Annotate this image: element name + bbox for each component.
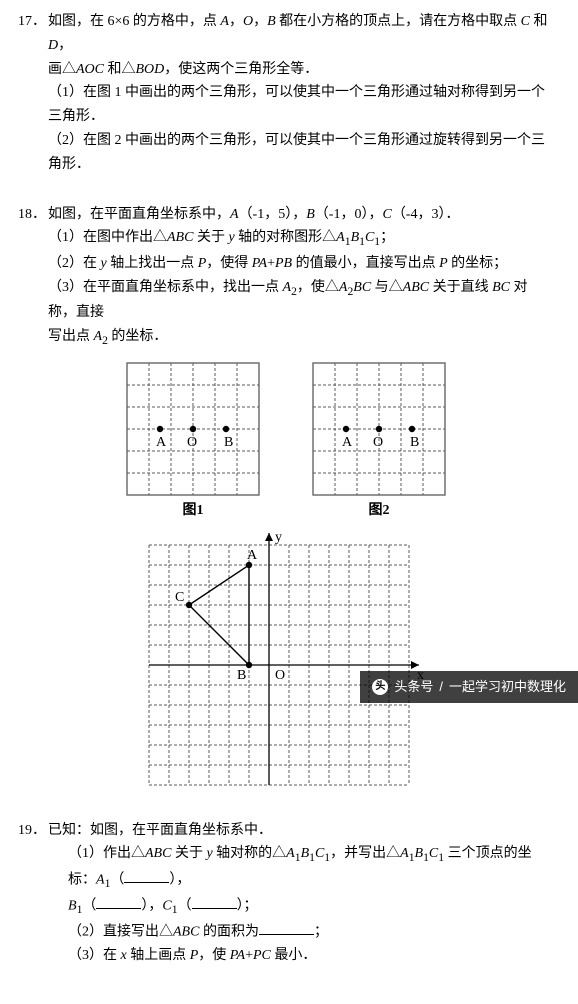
problem-number: 17． xyxy=(18,10,48,58)
problem-sub: （1）作出△ABC 关于 y 轴对称的△A1B1C1，并写出△A1B1C1 三个… xyxy=(18,842,554,894)
figure-2: A O B 图2 xyxy=(311,361,447,523)
blank-fill xyxy=(96,894,141,909)
svg-text:B: B xyxy=(224,435,233,450)
figure-caption: 图1 xyxy=(125,499,261,523)
problem-sub: B1（），C1（）； xyxy=(18,894,554,920)
problem-head: 18． 如图，在平面直角坐标系中，A（-1，5），B（-1，0），C（-4，3）… xyxy=(18,203,554,227)
figure-1: A O B 图1 xyxy=(125,361,261,523)
svg-text:B: B xyxy=(410,435,419,450)
problem-17: 17． 如图，在 6×6 的方格中，点 A，O，B 都在小方格的顶点上，请在方格… xyxy=(18,10,554,177)
figure-caption: 图2 xyxy=(311,499,447,523)
problem-number: 19． xyxy=(18,819,48,843)
problem-line: 已知：如图，在平面直角坐标系中． xyxy=(48,819,272,843)
problem-sub: （2）在图 2 中画出的两个三角形，可以使其中一个三角形通过旋转得到另一个三角形… xyxy=(18,129,554,177)
watermark-sep: / xyxy=(439,676,443,698)
problem-head: 19． 已知：如图，在平面直角坐标系中． xyxy=(18,819,554,843)
figure-3: yxOABC xyxy=(18,527,554,793)
figure-group: AOB 图1 AOB 图2 yxOABC xyxy=(18,361,554,793)
problem-sub: （2）在 y 轴上找出一点 P，使得 PA+PB 的值最小，直接写出点 P 的坐… xyxy=(18,252,554,276)
problem-head: 17． 如图，在 6×6 的方格中，点 A，O，B 都在小方格的顶点上，请在方格… xyxy=(18,10,554,58)
grid-figure: AOB xyxy=(125,361,261,497)
svg-text:A: A xyxy=(342,435,353,450)
svg-text:O: O xyxy=(275,668,285,683)
watermark-label: 头条号 xyxy=(394,676,433,698)
toutiao-icon: 头 xyxy=(372,679,388,695)
problem-line: 画△AOC 和△BOD，使这两个三角形全等． xyxy=(18,58,554,82)
problem-number: 18． xyxy=(18,203,48,227)
problem-sub: （3）在平面直角坐标系中，找出一点 A2，使△A2BC 与△ABC 关于直线 B… xyxy=(18,276,554,325)
coord-figure: yxOABC xyxy=(143,527,429,793)
svg-text:C: C xyxy=(175,590,184,605)
svg-text:O: O xyxy=(373,435,383,450)
svg-text:A: A xyxy=(156,435,167,450)
problem-18: 18． 如图，在平面直角坐标系中，A（-1，5），B（-1，0），C（-4，3）… xyxy=(18,203,554,793)
svg-text:y: y xyxy=(275,530,282,545)
watermark: 头 头条号 / 一起学习初中数理化 xyxy=(360,671,578,703)
problem-sub: 写出点 A2 的坐标． xyxy=(18,325,554,351)
problem-sub: （2）直接写出△ABC 的面积为； xyxy=(18,920,554,944)
blank-fill xyxy=(124,868,169,883)
problem-sub: （1）在图中作出△ABC 关于 y 轴的对称图形△A1B1C1； xyxy=(18,226,554,252)
svg-text:B: B xyxy=(237,668,246,683)
svg-text:A: A xyxy=(247,548,258,563)
problem-sub: （1）在图 1 中画出的两个三角形，可以使其中一个三角形通过轴对称得到另一个三角… xyxy=(18,81,554,129)
watermark-name: 一起学习初中数理化 xyxy=(449,676,566,698)
svg-text:O: O xyxy=(187,435,197,450)
problem-19: 19． 已知：如图，在平面直角坐标系中． （1）作出△ABC 关于 y 轴对称的… xyxy=(18,819,554,968)
problem-line: 如图，在 6×6 的方格中，点 A，O，B 都在小方格的顶点上，请在方格中取点 … xyxy=(48,10,554,58)
grid-figure: AOB xyxy=(311,361,447,497)
problem-line: 如图，在平面直角坐标系中，A（-1，5），B（-1，0），C（-4，3）． xyxy=(48,203,459,227)
blank-fill xyxy=(192,894,237,909)
problem-sub: （3）在 x 轴上画点 P，使 PA+PC 最小． xyxy=(18,944,554,968)
blank-fill xyxy=(259,920,314,935)
